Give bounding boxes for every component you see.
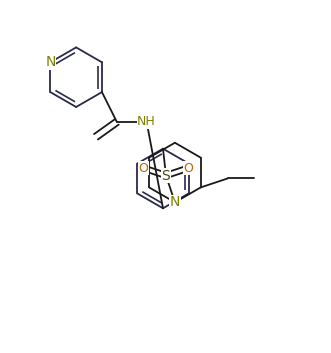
Text: O: O xyxy=(139,162,149,175)
Text: O: O xyxy=(183,162,193,175)
Text: S: S xyxy=(162,168,170,183)
Text: N: N xyxy=(170,195,180,209)
Text: NH: NH xyxy=(137,115,156,128)
Text: N: N xyxy=(45,55,56,69)
